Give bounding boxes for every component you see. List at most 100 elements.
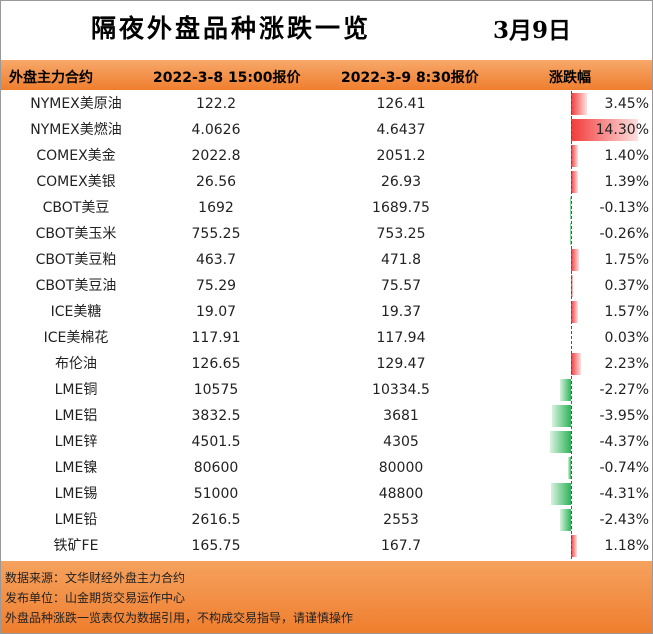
curr-price: 4305 [383, 434, 419, 450]
prev-price: 126.65 [191, 356, 241, 372]
footer: 数据来源：文华财经外盘主力合约 发布单位：山金期货交易运作中心 外盘品种涨跌一览… [1, 561, 652, 633]
change-bar [571, 145, 578, 167]
prev-price: 19.07 [195, 304, 237, 320]
change-bar [571, 93, 588, 115]
contract-name: CBOT美豆 [42, 200, 110, 216]
prev-price: 122.2 [195, 96, 237, 112]
contract-name: CBOT美豆油 [35, 278, 117, 294]
change-label: 1.39% [604, 174, 649, 190]
title: 隔夜外盘品种涨跌一览 [91, 14, 372, 43]
column-header: 涨跌幅 [549, 70, 591, 86]
change-bar [571, 249, 580, 271]
change-label: 2.23% [604, 356, 649, 372]
prev-price: 165.75 [191, 538, 241, 554]
date: 3月9日 [493, 17, 572, 44]
prev-price: 2616.5 [191, 512, 241, 528]
curr-price: 80000 [378, 460, 424, 476]
curr-price: 75.57 [380, 278, 422, 294]
change-bar [571, 301, 579, 323]
prev-price: 1692 [198, 200, 234, 216]
curr-price: 26.93 [380, 174, 422, 190]
prev-price: 4501.5 [191, 434, 241, 450]
contract-name: COMEX美银 [36, 174, 116, 190]
curr-price: 3681 [383, 408, 419, 424]
contract-name: LME铝 [54, 408, 98, 424]
change-bar [571, 171, 578, 193]
change-label: 1.75% [604, 252, 649, 268]
prev-price: 3832.5 [191, 408, 241, 424]
contract-name: COMEX美金 [36, 148, 116, 164]
zero-line [571, 91, 572, 559]
curr-price: 2051.2 [376, 148, 426, 164]
prev-price: 463.7 [195, 252, 237, 268]
change-bar [550, 431, 571, 453]
prev-price: 755.25 [191, 226, 241, 242]
prev-price: 26.56 [195, 174, 237, 190]
prev-price: 75.29 [195, 278, 237, 294]
prev-price: 51000 [193, 486, 239, 502]
curr-price: 19.37 [380, 304, 422, 320]
change-label: -4.37% [599, 434, 649, 450]
footer-line: 数据来源：文华财经外盘主力合约 [5, 571, 186, 585]
contract-name: LME锌 [54, 434, 98, 450]
column-header: 2022-3-9 8:30报价 [341, 70, 479, 86]
prev-price: 117.91 [191, 330, 241, 346]
contract-name: NYMEX美燃油 [30, 122, 122, 138]
contract-name: ICE美糖 [50, 304, 102, 320]
change-label: -2.27% [599, 382, 649, 398]
change-bar [567, 457, 571, 479]
change-bar [550, 483, 571, 505]
prev-price: 10575 [193, 382, 239, 398]
curr-price: 167.7 [380, 538, 422, 554]
contract-name: LME锡 [54, 486, 98, 502]
curr-price: 129.47 [376, 356, 426, 372]
curr-price: 753.25 [376, 226, 426, 242]
curr-price: 10334.5 [372, 382, 430, 398]
contract-name: LME镍 [54, 460, 98, 476]
contract-name: 布伦油 [55, 356, 97, 372]
change-label: -3.95% [599, 408, 649, 424]
curr-price: 4.6437 [376, 122, 426, 138]
change-bar [560, 379, 571, 401]
table-header: 外盘主力合约 2022-3-8 15:00报价 2022-3-9 8:30报价 … [1, 60, 652, 90]
column-header: 2022-3-8 15:00报价 [153, 70, 301, 86]
change-bar [559, 509, 571, 531]
footer-line: 外盘品种涨跌一览表仅为数据引用，不构成交易指导，请谨慎操作 [5, 611, 354, 625]
contract-name: 铁矿FE [53, 538, 99, 554]
contract-name: NYMEX美原油 [30, 96, 122, 112]
change-label: 0.03% [604, 330, 649, 346]
change-bar [571, 353, 582, 375]
change-label: -0.26% [599, 226, 649, 242]
prev-price: 80600 [193, 460, 239, 476]
change-bar [571, 119, 639, 141]
curr-price: 48800 [378, 486, 424, 502]
change-label: 1.57% [604, 304, 649, 320]
curr-price: 471.8 [380, 252, 422, 268]
contract-name: CBOT美豆粕 [35, 252, 117, 268]
change-label: 14.30% [595, 122, 649, 138]
change-bar [570, 197, 571, 219]
contract-name: ICE美棉花 [43, 330, 109, 346]
curr-price: 1689.75 [372, 200, 430, 216]
change-label: -2.43% [599, 512, 649, 528]
column-header: 外盘主力合约 [9, 70, 93, 86]
curr-price: 117.94 [376, 330, 426, 346]
contract-name: LME铜 [54, 382, 98, 398]
change-bar [571, 535, 577, 557]
change-label: -0.13% [599, 200, 649, 216]
change-label: 0.37% [604, 278, 649, 294]
change-label: -0.74% [599, 460, 649, 476]
curr-price: 126.41 [376, 96, 426, 112]
contract-name: CBOT美玉米 [35, 226, 117, 242]
change-bar [552, 405, 571, 427]
change-label: 3.45% [604, 96, 649, 112]
change-label: -4.31% [599, 486, 649, 502]
change-label: 1.18% [604, 538, 649, 554]
prev-price: 4.0626 [191, 122, 241, 138]
contract-name: LME铅 [54, 512, 98, 528]
change-label: 1.40% [604, 148, 649, 164]
prev-price: 2022.8 [191, 148, 241, 164]
footer-line: 发布单位：山金期货交易运作中心 [5, 591, 186, 605]
change-bar [569, 223, 571, 245]
